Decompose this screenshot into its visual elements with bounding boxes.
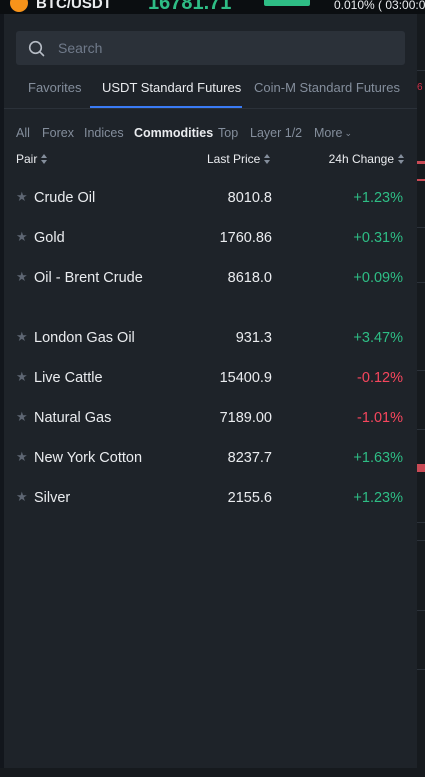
pair-name: London Gas Oil [34,330,135,346]
star-icon[interactable]: ★ [16,229,28,244]
24h-change: -1.01% [357,410,403,426]
last-price: 8237.7 [227,450,272,466]
sort-icon [41,154,48,164]
background-side-text: 6 [417,82,423,93]
last-price-column-header: Last Price [207,152,261,166]
category-more-label: More [314,126,343,140]
category-all[interactable]: All [16,126,30,140]
last-price: 2155.6 [227,490,272,506]
category-layer-1-2[interactable]: Layer 1/2 [250,126,303,140]
pair-name: Live Cattle [34,370,103,386]
symbol-selector-panel: Favorites USDT Standard Futures Coin-M S… [4,14,417,768]
pair-name: Gold [34,230,65,246]
market-type-tabs: Favorites USDT Standard Futures Coin-M S… [4,71,417,109]
last-price: 8010.8 [227,190,272,206]
last-price: 15400.9 [219,370,272,386]
chevron-down-icon: ⌄ [344,128,353,138]
star-icon[interactable]: ★ [16,449,28,464]
24h-change: -0.12% [357,370,403,386]
background-footer [0,768,425,777]
tab-usdt-standard-futures[interactable]: USDT Standard Futures [102,80,242,95]
pair-column-header: Pair [16,152,38,166]
star-icon[interactable]: ★ [16,269,28,284]
column-headers: Pair Last Price 24h Change [16,152,405,168]
background-price: 16781.71 [148,0,232,14]
24h-change: +0.31% [353,230,403,246]
pair-name: Silver [34,490,71,506]
category-top[interactable]: Top [218,126,239,140]
category-commodities[interactable]: Commodities [134,126,214,140]
category-indices[interactable]: Indices [84,126,124,140]
tab-coin-m-standard-futures[interactable]: Coin-M Standard Futures [254,80,400,95]
tab-favorites[interactable]: Favorites [28,80,82,95]
pair-name: Oil - Brent Crude [34,270,143,286]
background-change-badge [264,0,310,6]
last-price: 8618.0 [227,270,272,286]
sort-icon [264,154,271,164]
star-icon[interactable]: ★ [16,189,28,204]
search-input[interactable] [58,31,388,65]
background-chart-edge: 6 [417,14,425,777]
background-header: BTC/USDT 16781.71 0.010% ( 03:00:0 [0,0,425,14]
search-icon [28,40,45,57]
24h-change: +3.47% [353,330,403,346]
star-icon[interactable]: ★ [16,409,28,424]
24h-change: +1.63% [353,450,403,466]
sort-by-last-price[interactable]: Last Price [207,152,271,166]
sort-by-pair[interactable]: Pair [16,152,48,166]
pair-name: Crude Oil [34,190,96,206]
last-price: 931.3 [235,330,272,346]
star-icon[interactable]: ★ [16,369,28,384]
category-more[interactable]: More ⌄ [314,126,352,140]
btc-coin-icon [10,0,28,12]
last-price: 7189.00 [219,410,272,426]
sort-icon [398,154,405,164]
category-tabs: All Forex Indices Commodities Top Layer … [16,126,411,142]
star-icon[interactable]: ★ [16,489,28,504]
24h-change: +1.23% [353,190,403,206]
change-column-header: 24h Change [328,152,394,166]
category-forex[interactable]: Forex [42,126,74,140]
star-icon[interactable]: ★ [16,329,28,344]
background-funding-rate: 0.010% ( 03:00:0 [334,0,425,12]
pair-name: Natural Gas [34,410,112,426]
last-price: 1760.86 [219,230,272,246]
24h-change: +1.23% [353,490,403,506]
active-tab-indicator [90,106,242,108]
pair-name: New York Cotton [34,450,143,466]
24h-change: +0.09% [353,270,403,286]
background-symbol[interactable]: BTC/USDT [36,0,112,12]
search-box[interactable] [16,31,405,65]
sort-by-24h-change[interactable]: 24h Change [329,152,405,166]
